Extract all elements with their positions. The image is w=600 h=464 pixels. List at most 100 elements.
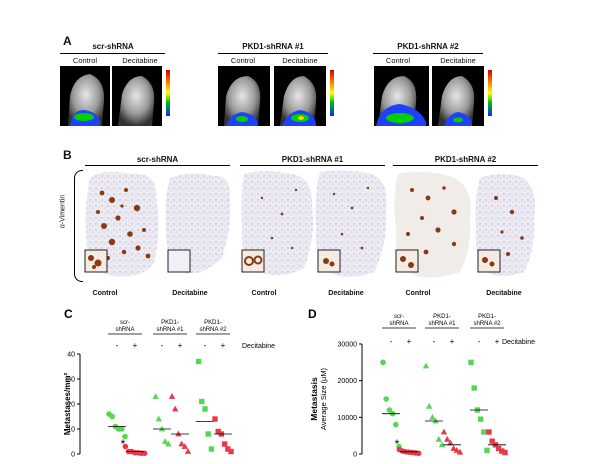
group-title: scr-shRNA <box>92 42 134 51</box>
data-point-square <box>481 429 487 435</box>
group-header-line1: PKD1- <box>433 314 451 320</box>
data-point-circle <box>386 407 393 413</box>
panel-a-letter: A <box>63 34 72 48</box>
inset-zoom <box>167 249 191 273</box>
chart-d: D 0 10000 20000 30000 Metastasis Average Size… <box>308 307 535 459</box>
group-underline <box>240 165 385 166</box>
data-point-square <box>195 358 202 365</box>
data-point-triangle <box>456 448 464 455</box>
decitabine-label: Decitabine <box>486 290 522 297</box>
decitabine-label: Decitabine <box>172 290 208 297</box>
data-point-circle <box>393 421 399 428</box>
data-point-triangle <box>184 448 192 454</box>
data-point-triangle <box>158 425 166 432</box>
treatment-sign: - <box>116 341 119 350</box>
data-point-triangle <box>450 445 457 451</box>
treatment-sign: + <box>495 337 500 346</box>
group-underline <box>60 53 165 54</box>
mouse-image-pkd1-1-decitabine <box>274 66 326 126</box>
inset-zoom <box>395 249 419 273</box>
data-point-triangle <box>172 405 179 412</box>
chart-c: C 0 10 20 30 40 Metastases/mm² scr-shRNA - + PKD1… <box>63 307 275 459</box>
treatment-sign: - <box>478 337 481 346</box>
data-point-circle <box>109 413 115 420</box>
group-header-line2: shRNA #2 <box>473 321 501 327</box>
data-point-triangle <box>429 413 436 420</box>
group-underline <box>393 165 538 166</box>
treatment-label: Decitabine <box>242 343 275 350</box>
group-underline <box>85 165 230 166</box>
data-point-triangle <box>440 428 448 435</box>
data-point-triangle <box>175 430 182 437</box>
decitabine-label: Decitabine <box>440 56 476 65</box>
data-point-square <box>468 359 474 366</box>
control-label: Control <box>251 290 277 297</box>
group-title: scr-shRNA <box>136 155 179 164</box>
data-point-square <box>484 447 490 454</box>
data-point-triangle <box>178 440 185 447</box>
data-point-triangle <box>438 441 446 448</box>
mouse-image-scr-control <box>60 66 110 126</box>
control-label: Control <box>72 56 98 65</box>
mouse-image-scr-decitabine <box>112 66 162 126</box>
data-point-triangle <box>181 443 188 449</box>
data-point-square <box>499 448 505 454</box>
data-point-square <box>489 438 495 444</box>
chart-d-marks: 0 10000 20000 30000 Metastasis Average Size (… <box>309 314 535 459</box>
mouse-image-pkd1-1-control <box>218 66 270 126</box>
group-underline <box>373 53 483 54</box>
data-point-circle <box>380 359 386 366</box>
group-header-line1: PKD1- <box>161 320 179 326</box>
group-header-line1: PKD1- <box>204 320 222 326</box>
treatment-sign: + <box>407 337 412 346</box>
data-point-triangle <box>426 402 433 409</box>
y-tick-label: 20 <box>67 402 75 409</box>
y-tick-label: 20000 <box>338 378 358 385</box>
group-header-line2: shRNA #1 <box>428 321 456 327</box>
treatment-sign: + <box>178 341 183 350</box>
data-point-square <box>477 416 484 422</box>
group-header-line2: shRNA <box>115 327 134 333</box>
treatment-sign: + <box>133 341 138 350</box>
group-header-line1: PKD1- <box>478 314 496 320</box>
data-point-circle <box>383 396 389 402</box>
treatment-label: Decitabine <box>502 339 535 346</box>
y-tick-label: 0 <box>353 452 357 459</box>
data-point-triangle <box>152 393 159 399</box>
y-tick-label: 0 <box>71 452 75 459</box>
significance-star: * <box>395 437 400 451</box>
group-header-line1: scr- <box>120 320 130 326</box>
data-point-triangle <box>435 435 442 442</box>
y-axis-label: Metastases/mm² <box>63 373 72 436</box>
group-title: PKD1-shRNA #1 <box>281 155 344 164</box>
lung-section-scr-decitabine <box>165 173 231 274</box>
lung-section-pkd1-1-control <box>241 171 313 276</box>
data-point-square <box>225 446 231 452</box>
control-label: Control <box>92 290 118 297</box>
data-point-triangle <box>432 417 439 424</box>
y-tick-label: 10000 <box>338 415 358 422</box>
treatment-sign: + <box>450 337 455 346</box>
data-point-square <box>221 441 228 447</box>
treatment-sign: - <box>204 341 207 350</box>
data-point-square <box>208 446 215 452</box>
data-point-circle <box>122 443 129 450</box>
data-point-triangle <box>168 393 176 399</box>
group-title: PKD1-shRNA #2 <box>434 155 497 164</box>
group-header-line1: scr- <box>394 314 404 320</box>
y-tick-label: 30 <box>67 377 75 384</box>
color-scale-bar <box>488 70 492 116</box>
color-scale-bar <box>330 70 334 116</box>
data-point-square <box>471 385 477 391</box>
group-underline <box>218 53 328 54</box>
decitabine-label: Decitabine <box>328 290 364 297</box>
y-axis-label: Metastasis <box>309 377 319 421</box>
data-point-circle <box>119 426 125 432</box>
inset-zoom <box>477 249 501 273</box>
data-point-square <box>202 406 208 412</box>
significance-star: * <box>121 437 126 451</box>
data-point-circle <box>415 450 422 457</box>
panel-b-ylabel: α-Vimentin <box>59 194 67 229</box>
treatment-sign: + <box>221 341 226 350</box>
data-point-square <box>228 448 234 455</box>
